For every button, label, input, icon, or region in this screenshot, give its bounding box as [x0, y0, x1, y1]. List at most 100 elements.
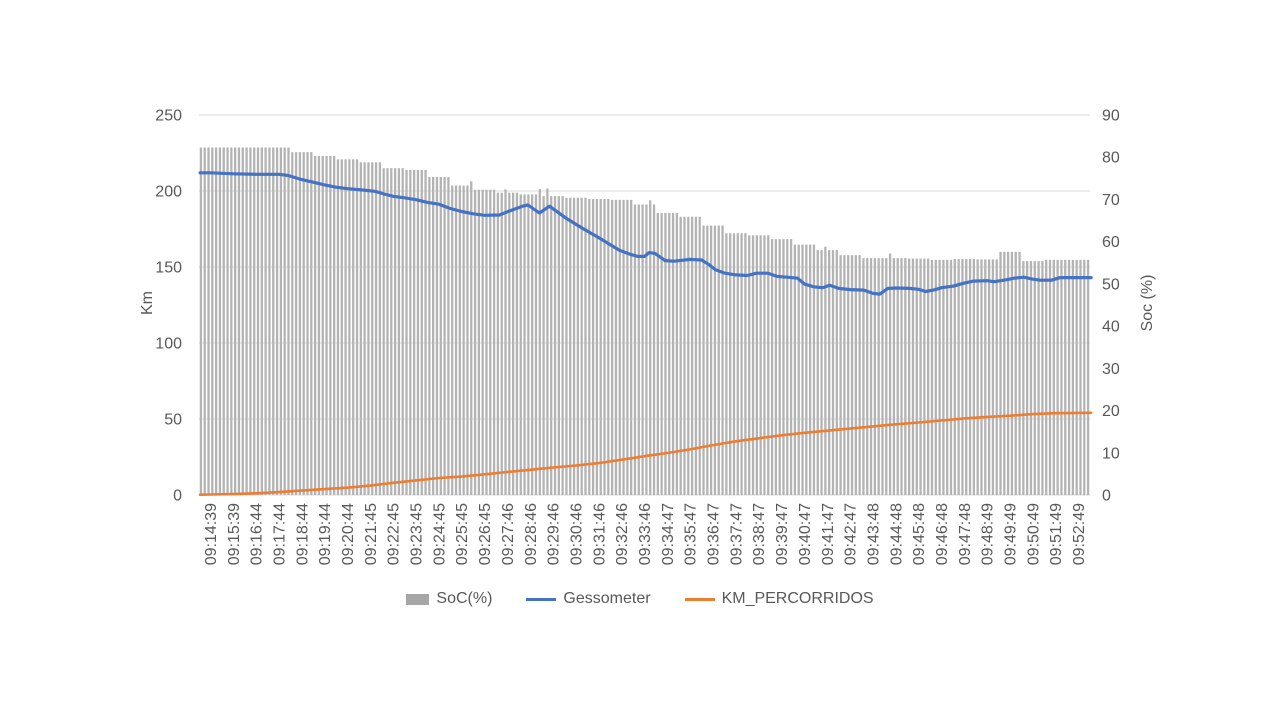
soc-bar — [938, 259, 941, 495]
x-axis-tick: 09:30:46 — [568, 503, 585, 565]
soc-bar — [531, 194, 534, 495]
soc-bar — [230, 147, 233, 495]
soc-bar — [873, 258, 877, 495]
soc-bar — [401, 168, 404, 495]
soc-bar — [729, 233, 732, 495]
soc-bar — [892, 258, 896, 495]
soc-bar — [1056, 259, 1059, 495]
legend: SoC(%) Gessometer KM_PERCORRIDOS — [0, 590, 1280, 608]
soc-bar — [435, 177, 439, 495]
legend-label-soc: SoC(%) — [436, 590, 493, 607]
soc-bar — [953, 258, 956, 495]
soc-bar — [828, 250, 831, 495]
soc-bar — [656, 212, 659, 495]
soc-bar — [473, 189, 477, 496]
soc-bar — [508, 192, 511, 495]
soc-bar — [207, 147, 210, 495]
soc-bar — [732, 233, 736, 495]
soc-bar — [1067, 259, 1071, 495]
soc-bar — [881, 258, 884, 495]
soc-bar — [409, 169, 412, 495]
soc-bar — [607, 199, 610, 495]
soc-bar — [451, 185, 454, 495]
soc-bar — [371, 162, 374, 496]
soc-bar — [679, 216, 682, 495]
soc-bar — [237, 147, 241, 495]
legend-item-gessometer: Gessometer — [526, 590, 651, 608]
soc-bar — [412, 169, 416, 495]
right-axis-tick: 90 — [1102, 108, 1120, 125]
x-axis-tick: 09:34:47 — [660, 503, 677, 565]
right-axis-tick: 80 — [1102, 150, 1120, 167]
right-axis-tick: 30 — [1102, 361, 1120, 378]
soc-bar — [534, 194, 538, 495]
soc-bar — [393, 168, 397, 495]
soc-bar — [862, 258, 865, 495]
soc-bar — [222, 147, 225, 495]
x-axis-tick: 09:41:47 — [820, 503, 837, 565]
soc-bar — [923, 258, 926, 495]
soc-bar — [584, 197, 587, 495]
soc-bar — [352, 159, 355, 495]
soc-bar — [1079, 259, 1082, 495]
soc-bar — [439, 177, 442, 495]
soc-bar — [618, 199, 621, 495]
x-axis-tick: 09:18:44 — [294, 503, 311, 565]
soc-bar — [317, 155, 321, 495]
soc-bar — [226, 147, 229, 495]
soc-bar — [778, 239, 781, 495]
x-axis-tick: 09:43:48 — [865, 503, 882, 565]
soc-bar — [622, 199, 625, 495]
x-axis-tick: 09:52:49 — [1071, 503, 1088, 565]
soc-bar — [683, 216, 686, 495]
soc-bar — [690, 216, 694, 495]
soc-bar — [580, 197, 583, 495]
soc-bar — [1045, 259, 1048, 495]
soc-bar — [1022, 261, 1025, 495]
soc-bar — [572, 197, 576, 495]
soc-bar — [553, 196, 557, 495]
left-axis-tick: 150 — [155, 260, 182, 277]
soc-bar — [664, 212, 667, 495]
soc-bar — [934, 259, 937, 495]
soc-bar — [763, 235, 766, 495]
soc-bar — [515, 192, 519, 495]
soc-bar — [306, 152, 309, 495]
soc-bar — [972, 258, 976, 495]
legend-item-soc: SoC(%) — [406, 590, 492, 608]
soc-bar — [378, 162, 382, 496]
left-axis-tick: 200 — [155, 184, 182, 201]
km-percorridos-line — [198, 411, 1093, 497]
legend-label-gessometer: Gessometer — [563, 590, 651, 607]
soc-bar — [614, 199, 618, 495]
soc-bar — [1006, 251, 1010, 495]
soc-bar — [333, 155, 336, 495]
soc-bar — [477, 189, 481, 496]
soc-bar — [850, 255, 854, 495]
x-axis-tick: 09:21:45 — [363, 503, 380, 565]
soc-bar — [835, 250, 838, 495]
soc-bar — [976, 259, 979, 495]
soc-bar — [329, 155, 332, 495]
x-axis-tick: 09:35:47 — [683, 503, 700, 565]
soc-bar — [961, 258, 964, 495]
soc-bar — [302, 152, 305, 495]
x-axis-tick: 09:29:46 — [546, 503, 563, 565]
right-axis-tick: 60 — [1102, 234, 1120, 251]
x-axis-tick: 09:42:47 — [843, 503, 860, 565]
legend-swatch-gessometer — [526, 597, 557, 601]
soc-bar — [1052, 259, 1055, 495]
soc-bar — [214, 147, 218, 495]
x-axis-tick: 09:17:44 — [271, 503, 288, 565]
soc-bar — [199, 147, 203, 495]
x-axis-tick: 09:25:45 — [454, 503, 471, 565]
soc-bar — [957, 258, 960, 495]
soc-bar — [489, 189, 492, 496]
soc-bar — [588, 199, 591, 495]
soc-bar — [443, 177, 446, 495]
right-axis-tick: 50 — [1102, 276, 1120, 293]
soc-bar — [675, 212, 679, 495]
soc-bar — [405, 169, 408, 495]
soc-bar — [340, 159, 343, 495]
soc-bar — [1086, 259, 1090, 495]
